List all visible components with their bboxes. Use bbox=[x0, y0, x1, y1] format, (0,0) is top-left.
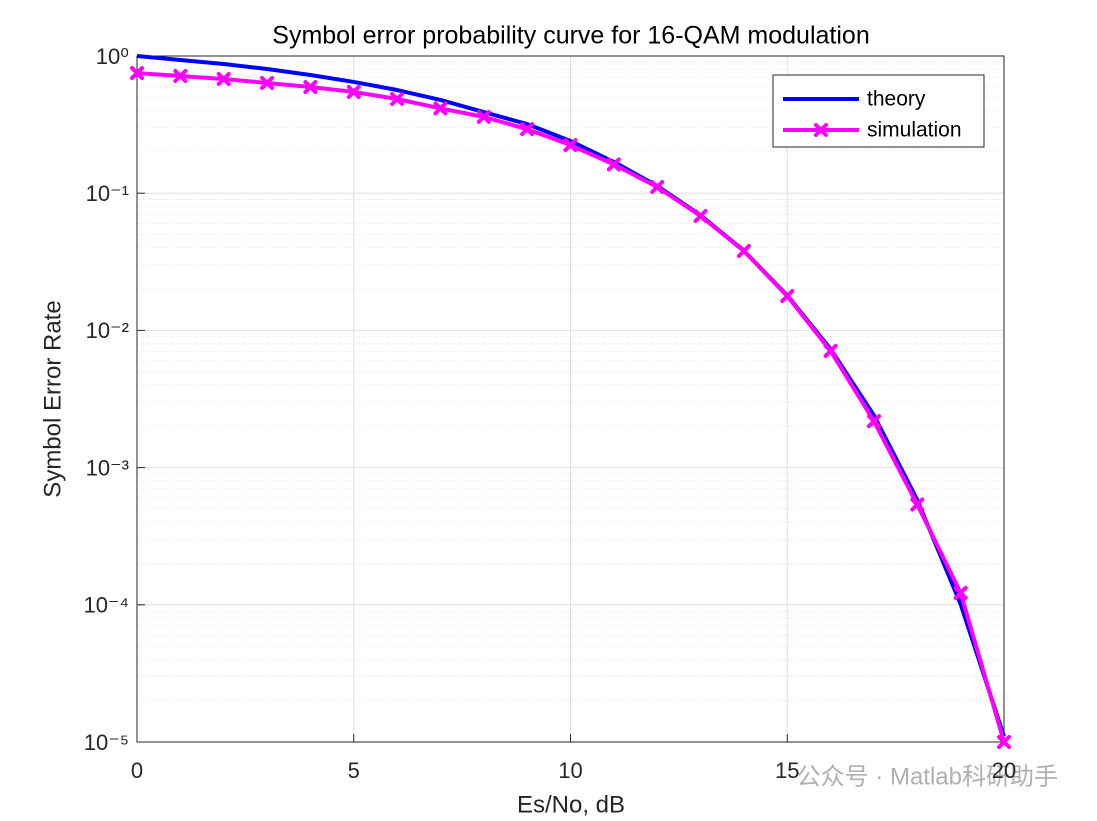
marker bbox=[866, 414, 881, 429]
marker bbox=[563, 138, 578, 153]
y-tick-label: 10⁻⁵ bbox=[84, 730, 129, 755]
marker bbox=[693, 209, 708, 224]
x-tick-label: 0 bbox=[131, 758, 143, 783]
y-axis-label: Symbol Error Rate bbox=[39, 300, 66, 497]
watermark: 公众号 · Matlab科研助手 bbox=[797, 763, 1058, 790]
y-tick-label: 10⁻³ bbox=[86, 455, 129, 480]
marker bbox=[390, 91, 405, 106]
marker bbox=[173, 68, 188, 83]
marker bbox=[814, 123, 828, 137]
marker bbox=[780, 289, 795, 304]
legend-label: simulation bbox=[867, 119, 962, 142]
y-tick-label: 10⁰ bbox=[96, 44, 129, 69]
y-tick-label: 10⁻¹ bbox=[86, 181, 129, 206]
legend-box bbox=[772, 74, 985, 148]
x-tick-label: 20 bbox=[992, 758, 1016, 783]
marker bbox=[303, 80, 318, 95]
marker bbox=[953, 585, 968, 600]
chart-title: Symbol error probability curve for 16-QA… bbox=[272, 22, 869, 50]
x-axis-label: Es/No, dB bbox=[517, 791, 625, 818]
y-tick-label: 10⁻² bbox=[86, 318, 129, 343]
marker bbox=[260, 75, 275, 90]
marker bbox=[736, 244, 751, 259]
marker bbox=[433, 101, 448, 116]
marker bbox=[520, 122, 535, 137]
plot-frame bbox=[136, 55, 1005, 743]
y-tick-label: 10⁻⁴ bbox=[83, 593, 129, 618]
x-tick-label: 10 bbox=[558, 758, 582, 783]
marker bbox=[910, 497, 925, 512]
marker bbox=[476, 109, 491, 124]
marker bbox=[997, 735, 1011, 749]
legend-label: theory bbox=[867, 88, 926, 111]
x-tick-label: 5 bbox=[348, 758, 360, 783]
marker bbox=[823, 343, 838, 358]
marker bbox=[650, 179, 665, 194]
marker bbox=[216, 71, 231, 86]
marker bbox=[606, 157, 621, 172]
marker bbox=[130, 66, 144, 81]
series-line bbox=[136, 54, 1006, 737]
x-tick-label: 15 bbox=[775, 758, 799, 783]
marker bbox=[346, 84, 361, 99]
